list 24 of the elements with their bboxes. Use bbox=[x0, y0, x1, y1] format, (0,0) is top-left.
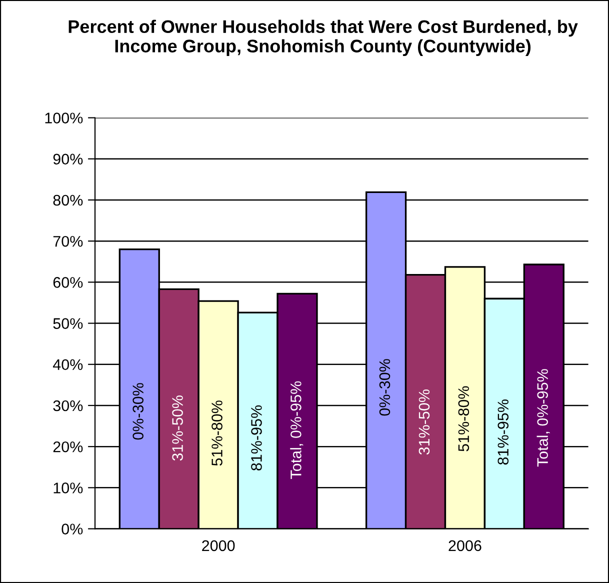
series-label: 51%-80% bbox=[458, 386, 470, 452]
x-tick-label: 2000 bbox=[202, 540, 235, 552]
y-tick-label: 30% bbox=[53, 400, 83, 412]
y-tick-label: 10% bbox=[54, 482, 83, 494]
y-tick-label: 50% bbox=[53, 318, 83, 329]
x-tick-label: 2006 bbox=[448, 540, 482, 552]
text: Total, 0%-95% bbox=[536, 369, 550, 467]
series-label: Total, 0%-95% bbox=[290, 381, 304, 479]
text: 0%-30% bbox=[132, 383, 144, 440]
y-tick-label: 100% bbox=[45, 112, 83, 124]
chart-title: Percent of Owner Households that Were Cost Burdened, by Income Group, Snohomish County (Countywide) bbox=[68, 20, 578, 56]
y-tick-label: 40% bbox=[52, 359, 83, 370]
series-label: 31%-50% bbox=[172, 396, 183, 461]
y-tick-label: 20% bbox=[53, 441, 83, 452]
y-tick-label: 90% bbox=[53, 154, 83, 165]
series-label: 81%-95% bbox=[251, 405, 262, 470]
y-tick-label: 60% bbox=[53, 277, 83, 288]
text: 31%-50% bbox=[418, 390, 430, 455]
y-tick-label: 80% bbox=[53, 194, 83, 206]
text: 81%-95% bbox=[498, 400, 509, 465]
y-tick-label: 0% bbox=[62, 524, 83, 534]
y-tick-label: 70% bbox=[53, 236, 83, 247]
text: 51%-80% bbox=[212, 400, 222, 466]
series-label: 0%-30% bbox=[379, 359, 390, 416]
